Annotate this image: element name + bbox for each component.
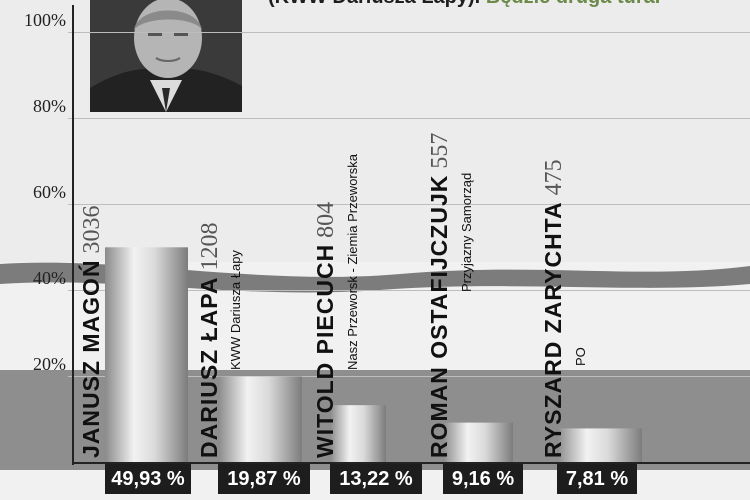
bar	[105, 247, 188, 462]
candidate-votes: 804	[313, 202, 340, 238]
candidate-votes: 3036	[79, 205, 106, 253]
party-label: PO	[573, 347, 588, 366]
data-label: 13,22 %	[330, 464, 422, 494]
candidate-votes: 475	[541, 159, 568, 195]
candidate-name: RYSZARD ZARYCHTA	[540, 201, 567, 458]
data-label: 19,87 %	[218, 464, 310, 494]
candidate-label: DARIUSZ ŁAPA 1208	[196, 222, 224, 458]
candidate-name: JANUSZ MAGOŃ	[78, 259, 105, 458]
party-label: Przyjazny Samorząd	[459, 173, 474, 292]
candidate-name: WITOLD PIECUCH	[312, 244, 339, 458]
data-label: 7,81 %	[557, 464, 637, 494]
candidate-label: RYSZARD ZARYCHTA 475	[540, 159, 568, 458]
candidate-label: ROMAN OSTAFIJCZUJK 557	[426, 133, 454, 458]
party-label: KWW Dariusza Łapy	[228, 250, 243, 370]
candidate-name: ROMAN OSTAFIJCZUJK	[426, 175, 453, 458]
candidate-label: WITOLD PIECUCH 804	[312, 202, 340, 458]
data-label: 49,93 %	[105, 464, 191, 494]
bar	[218, 377, 302, 462]
party-label: Nasz Przeworsk - Ziemia Przeworska	[345, 154, 360, 370]
candidate-label: JANUSZ MAGOŃ 3036	[78, 205, 106, 458]
candidate-votes: 557	[427, 133, 454, 169]
candidate-name: DARIUSZ ŁAPA	[196, 276, 223, 458]
data-label: 9,16 %	[443, 464, 523, 494]
candidate-votes: 1208	[197, 222, 224, 270]
bar	[557, 428, 642, 462]
